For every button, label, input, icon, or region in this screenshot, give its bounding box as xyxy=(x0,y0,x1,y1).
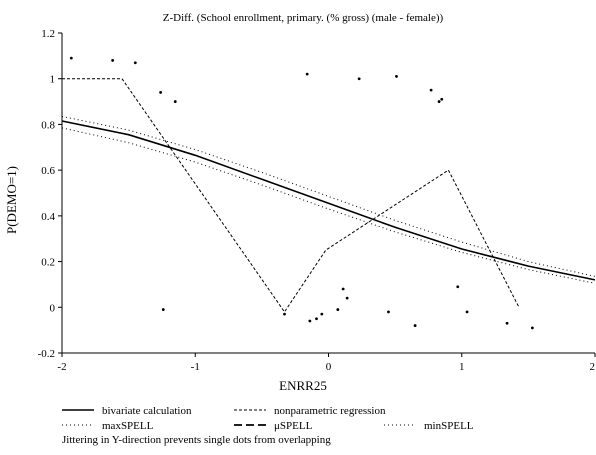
y-tick-label: 1 xyxy=(50,74,56,86)
legend-label: μSPELL xyxy=(274,420,313,432)
scatter-point xyxy=(161,308,165,311)
scatter-point xyxy=(345,296,349,300)
scatter-point xyxy=(159,91,163,94)
scatter-point xyxy=(283,312,286,316)
legend-label: minSPELL xyxy=(424,420,474,432)
scatter-point xyxy=(308,319,312,323)
scatter-point xyxy=(395,75,398,78)
scatter-point xyxy=(133,61,137,65)
plot-area: -0.2 0 0.2 0.4 0.6 0.8 1 1.2 -2 -1 0 1 2 xyxy=(38,28,596,373)
scatter-point xyxy=(437,100,441,103)
x-tick-label: 2 xyxy=(590,361,596,373)
scatter-point xyxy=(320,312,324,316)
scatter-point xyxy=(387,310,390,314)
y-tick-label: 0.6 xyxy=(41,165,55,177)
series-line-nonparametric-regression xyxy=(62,78,520,313)
scatter-point xyxy=(456,285,460,289)
x-axis-label: ENRR25 xyxy=(279,378,327,393)
scatter-point xyxy=(465,310,469,314)
y-axis-label: P(DEMO=1) xyxy=(4,166,19,234)
series-line-minspell xyxy=(61,127,596,284)
scatter-point xyxy=(429,88,433,92)
y-tick-label: 0.2 xyxy=(41,257,55,269)
y-tick-label: 1.2 xyxy=(41,28,55,40)
scatter-point xyxy=(413,324,417,327)
chart-title: Z-Diff. (School enrollment, primary. (% … xyxy=(163,12,444,24)
x-tick-label: 1 xyxy=(459,361,465,373)
series-line-bivariate-calculation xyxy=(61,120,596,281)
scatter-point xyxy=(357,77,361,81)
jitter-note: Jittering in Y-direction prevents single… xyxy=(62,434,331,446)
scatter-point xyxy=(440,97,444,101)
scatter-point xyxy=(111,59,115,62)
x-tick-label: -1 xyxy=(191,361,200,373)
legend-label: maxSPELL xyxy=(102,420,154,432)
y-tick-label: 0.4 xyxy=(41,211,55,223)
x-tick-label: 0 xyxy=(326,361,332,373)
scatter-point xyxy=(69,56,73,60)
scatter-point xyxy=(305,72,309,76)
scatter-point xyxy=(530,326,534,330)
scatter-point xyxy=(173,100,177,103)
scatter-point xyxy=(341,287,345,291)
scatter-point xyxy=(505,321,509,325)
scatter-point xyxy=(336,308,340,311)
y-tick-label: -0.2 xyxy=(38,348,55,360)
y-tick-label: 0.8 xyxy=(41,119,55,131)
scatter-point xyxy=(315,317,318,321)
x-tick-label: -2 xyxy=(57,361,66,373)
legend: bivariate calculation nonparametric regre… xyxy=(62,405,474,432)
legend-label: nonparametric regression xyxy=(274,405,386,417)
y-tick-label: 0 xyxy=(50,302,56,314)
series-line-maxspell xyxy=(61,115,596,277)
legend-label: bivariate calculation xyxy=(102,405,192,417)
